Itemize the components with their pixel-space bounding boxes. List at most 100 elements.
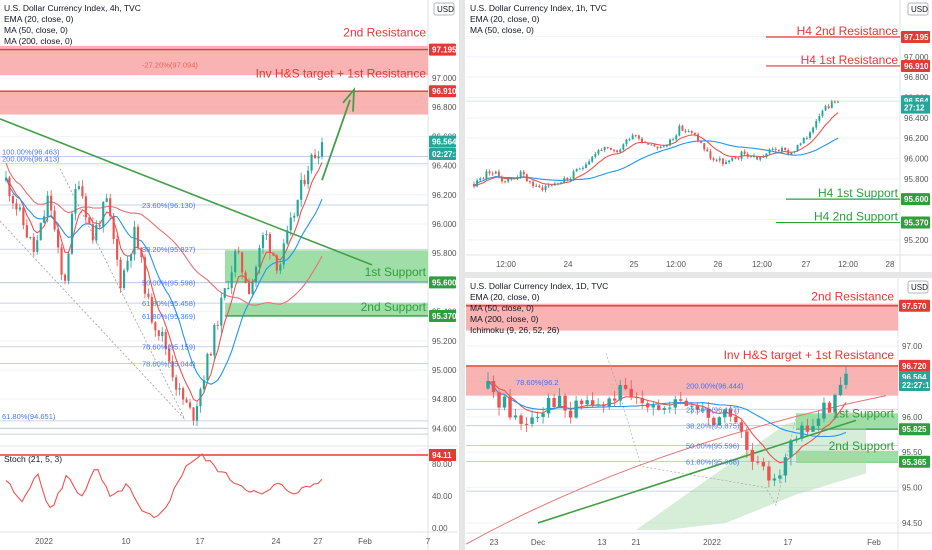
candle-body[interactable] xyxy=(675,135,678,140)
candle-body[interactable] xyxy=(606,147,609,149)
candle-body[interactable] xyxy=(805,425,810,432)
candle-body[interactable] xyxy=(502,396,507,408)
candle-body[interactable] xyxy=(637,135,640,139)
candle-body[interactable] xyxy=(734,416,738,423)
candle-body[interactable] xyxy=(616,150,619,153)
candle-body[interactable] xyxy=(275,255,278,271)
candle-body[interactable] xyxy=(629,388,633,398)
candle-body[interactable] xyxy=(718,158,721,161)
candle-body[interactable] xyxy=(482,178,485,180)
candle-body[interactable] xyxy=(105,198,108,202)
candle-body[interactable] xyxy=(303,179,306,185)
candle-body[interactable] xyxy=(70,213,74,254)
candle-body[interactable] xyxy=(668,407,672,409)
candle-body[interactable] xyxy=(32,237,35,252)
chart-4h[interactable]: 97.00096.80096.60096.40096.20096.00095.8… xyxy=(0,0,458,550)
candle-body[interactable] xyxy=(568,410,573,418)
candle-body[interactable] xyxy=(81,186,84,197)
candle-body[interactable] xyxy=(84,196,87,218)
candle-body[interactable] xyxy=(706,409,711,418)
candle-body[interactable] xyxy=(136,226,140,248)
candle-body[interactable] xyxy=(508,396,512,418)
candle-body[interactable] xyxy=(88,217,91,225)
candle-body[interactable] xyxy=(623,385,628,389)
candle-body[interactable] xyxy=(310,154,313,171)
candle-body[interactable] xyxy=(248,282,251,294)
candle-body[interactable] xyxy=(112,216,115,240)
candle-body[interactable] xyxy=(161,331,164,337)
candle-body[interactable] xyxy=(206,354,209,381)
candle-body[interactable] xyxy=(476,180,479,187)
currency-badge[interactable] xyxy=(907,2,929,16)
candle-body[interactable] xyxy=(641,138,643,142)
candle-body[interactable] xyxy=(307,170,310,185)
candle-body[interactable] xyxy=(519,171,522,178)
candle-body[interactable] xyxy=(510,178,513,180)
candle-body[interactable] xyxy=(765,153,768,158)
candle-body[interactable] xyxy=(216,324,219,326)
candle-body[interactable] xyxy=(579,400,584,405)
candle-body[interactable] xyxy=(569,178,572,181)
candle-body[interactable] xyxy=(715,159,718,161)
candle-body[interactable] xyxy=(746,153,749,157)
candle-body[interactable] xyxy=(687,131,690,133)
candle-body[interactable] xyxy=(150,296,153,323)
candle-body[interactable] xyxy=(731,157,734,161)
candle-body[interactable] xyxy=(491,381,496,393)
candle-body[interactable] xyxy=(734,157,737,159)
candle-body[interactable] xyxy=(563,395,567,411)
candle-body[interactable] xyxy=(209,354,212,356)
candle-body[interactable] xyxy=(497,392,501,408)
candle-body[interactable] xyxy=(279,264,282,271)
candle-body[interactable] xyxy=(566,178,569,181)
candle-body[interactable] xyxy=(709,151,712,159)
candle-body[interactable] xyxy=(524,423,529,425)
candle-body[interactable] xyxy=(690,405,694,407)
candle-body[interactable] xyxy=(22,207,25,226)
candle-body[interactable] xyxy=(50,195,53,211)
candle-body[interactable] xyxy=(601,404,606,407)
candle-body[interactable] xyxy=(553,183,556,186)
candle-body[interactable] xyxy=(619,149,622,153)
candle-body[interactable] xyxy=(77,186,80,189)
candle-body[interactable] xyxy=(756,461,760,463)
candle-body[interactable] xyxy=(15,203,18,210)
candle-body[interactable] xyxy=(251,282,254,294)
candle-body[interactable] xyxy=(313,154,317,159)
candle-body[interactable] xyxy=(157,330,160,337)
candle-body[interactable] xyxy=(296,199,299,216)
candle-body[interactable] xyxy=(805,137,808,139)
candle-body[interactable] xyxy=(809,132,811,138)
currency-badge[interactable] xyxy=(433,2,455,16)
candle-body[interactable] xyxy=(697,134,699,142)
candle-body[interactable] xyxy=(497,171,500,178)
candle-body[interactable] xyxy=(717,417,722,425)
candle-body[interactable] xyxy=(244,272,247,283)
candle-body[interactable] xyxy=(822,402,826,419)
candle-body[interactable] xyxy=(109,198,112,217)
candle-body[interactable] xyxy=(578,168,581,170)
candle-body[interactable] xyxy=(745,431,749,451)
candle-body[interactable] xyxy=(488,171,491,174)
candle-body[interactable] xyxy=(575,168,578,172)
candle-body[interactable] xyxy=(625,139,628,145)
candle-body[interactable] xyxy=(759,156,762,160)
candle-body[interactable] xyxy=(609,147,612,150)
candle-body[interactable] xyxy=(300,179,303,200)
candle-body[interactable] xyxy=(317,156,320,159)
candle-body[interactable] xyxy=(750,450,755,462)
chart-1h[interactable]: 97.20097.00096.80096.60096.40096.20096.0… xyxy=(466,0,932,272)
candle-body[interactable] xyxy=(594,153,597,157)
candle-body[interactable] xyxy=(4,177,8,181)
candle-body[interactable] xyxy=(628,139,631,141)
candle-body[interactable] xyxy=(171,361,174,378)
candle-body[interactable] xyxy=(525,174,528,182)
candle-body[interactable] xyxy=(230,272,233,289)
candle-body[interactable] xyxy=(25,225,28,238)
candle-body[interactable] xyxy=(737,157,740,159)
candle-body[interactable] xyxy=(695,405,699,410)
candle-body[interactable] xyxy=(693,132,696,135)
candle-body[interactable] xyxy=(762,156,765,158)
candle-body[interactable] xyxy=(541,413,545,417)
candle-body[interactable] xyxy=(662,146,665,148)
